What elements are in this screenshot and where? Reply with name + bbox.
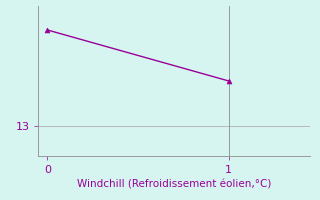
X-axis label: Windchill (Refroidissement éolien,°C): Windchill (Refroidissement éolien,°C) [77, 179, 272, 189]
